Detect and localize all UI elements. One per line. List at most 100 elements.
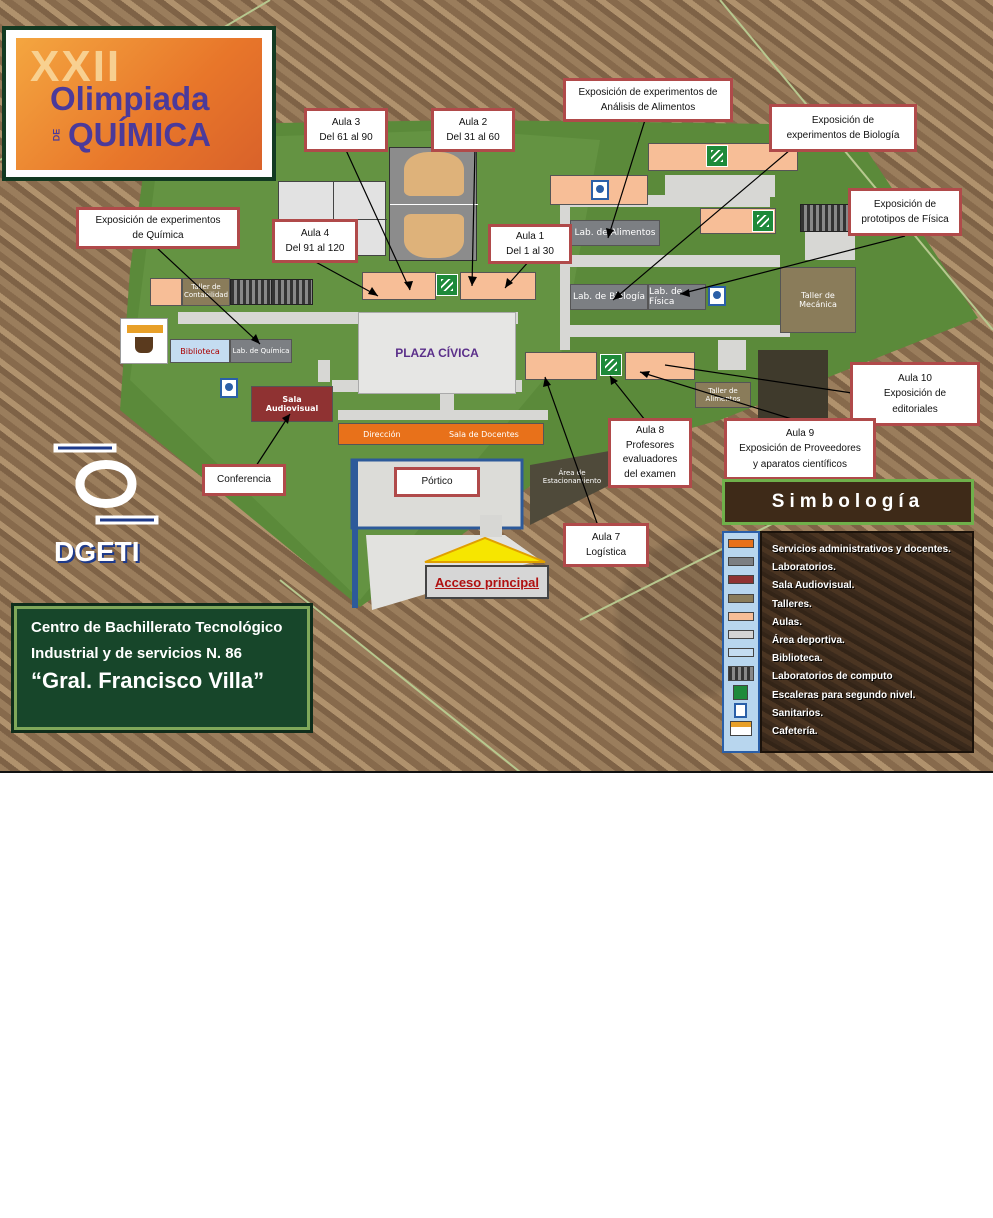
basketball-court bbox=[404, 214, 464, 258]
biblioteca-label: Biblioteca bbox=[180, 346, 220, 356]
callout-line: experimentos de Biología bbox=[786, 130, 900, 141]
dgeti-logo: DGETI bbox=[50, 436, 162, 567]
walkway bbox=[560, 180, 570, 350]
logo-roman-numeral: XXII bbox=[30, 42, 122, 91]
lab-quimica: Lab. de Química bbox=[230, 339, 292, 363]
callout-line: de Química bbox=[132, 230, 184, 241]
leader-line bbox=[612, 149, 791, 301]
callout-line: Exposición de Proveedores bbox=[739, 443, 861, 455]
legend-label-column: Servicios administrativos y docentes. Lab… bbox=[760, 531, 974, 753]
callout-line: Exposición de bbox=[883, 388, 947, 400]
biblioteca: Biblioteca bbox=[170, 339, 230, 363]
restroom-icon bbox=[734, 702, 747, 718]
coffee-cup bbox=[135, 337, 153, 353]
arrowhead bbox=[640, 371, 650, 378]
school-name-box: Centro de Bachillerato Tecnológico Indus… bbox=[11, 603, 313, 733]
computer-lab-icon bbox=[728, 666, 754, 682]
callout-line: Conferencia bbox=[217, 474, 271, 486]
callout-line: Aula 10 bbox=[898, 372, 932, 384]
arrowhead bbox=[505, 278, 513, 288]
lab-alimentos-label: Lab. de Alimentos bbox=[574, 228, 656, 238]
callout-line: Pórtico bbox=[421, 476, 453, 488]
callout-conferencia: Conferencia bbox=[202, 464, 286, 496]
legend-item-label: Biblioteca. bbox=[772, 653, 823, 665]
leader-line bbox=[607, 119, 646, 239]
direccion-label: Dirección bbox=[363, 429, 401, 439]
callout-line: Aula 8 bbox=[635, 425, 665, 436]
arrowhead bbox=[368, 287, 378, 296]
legend-title-box: Simbología bbox=[722, 479, 974, 525]
legend-swatch bbox=[728, 630, 754, 639]
computer-lab-icon bbox=[271, 279, 313, 305]
callout-aula-7: Aula 7 Logística bbox=[563, 523, 649, 567]
legend-item-label: Laboratorios de computo bbox=[772, 671, 893, 683]
callout-line: Aula 3 bbox=[331, 116, 361, 128]
callout-aula-9: Aula 9 Exposición de Proveedores y apara… bbox=[724, 418, 876, 480]
leader-line bbox=[255, 413, 291, 467]
callout-aula-10: Aula 10 Exposición de editoriales bbox=[850, 362, 980, 426]
lab-biologia-label: Lab. de Biología bbox=[573, 292, 645, 302]
stairs-icon bbox=[706, 145, 728, 167]
callout-line: Del 1 al 30 bbox=[506, 246, 554, 257]
plaza-civica-label: PLAZA CÍVICA bbox=[395, 346, 479, 360]
computer-lab-icon bbox=[230, 279, 272, 305]
aula-3-4-building bbox=[362, 272, 436, 300]
leader-line bbox=[664, 364, 853, 394]
callout-line: Aula 7 bbox=[591, 531, 621, 543]
arrowhead bbox=[613, 291, 623, 300]
callout-line: Exposición de bbox=[873, 198, 937, 210]
stairs-icon bbox=[600, 354, 622, 376]
cafe-icon bbox=[120, 318, 168, 364]
entrance-arrow bbox=[424, 536, 546, 563]
leader-line bbox=[609, 375, 646, 421]
sala-audiovisual: Sala Audiovisual bbox=[251, 386, 333, 422]
legend-item-label: Escaleras para segundo nivel. bbox=[772, 689, 916, 701]
stairs-icon bbox=[733, 684, 748, 700]
legend-swatch bbox=[728, 539, 754, 548]
arrowhead bbox=[468, 276, 477, 286]
callout-line: Del 91 al 120 bbox=[285, 243, 345, 254]
walkway bbox=[665, 175, 775, 197]
leader-line bbox=[544, 376, 598, 524]
legend-item-label: Cafetería. bbox=[772, 725, 818, 737]
legend-item-label: Sala Audiovisual. bbox=[772, 580, 855, 592]
callout-line: Profesores bbox=[625, 439, 675, 451]
callout-line: prototipos de Física bbox=[861, 214, 949, 225]
entrance-marker bbox=[424, 536, 546, 563]
aula-7-8-building bbox=[525, 352, 597, 380]
sala-audiovisual-label: Sala Audiovisual bbox=[265, 395, 319, 413]
stairs-icon bbox=[436, 274, 458, 296]
campus-map: PLAZA CÍVICA Taller de Contabilidad Bibl… bbox=[0, 0, 993, 772]
dgeti-label: DGETI bbox=[54, 536, 140, 567]
legend-item-label: Aulas. bbox=[772, 616, 803, 628]
dgeti-emblem-icon bbox=[53, 443, 159, 525]
taller-contabilidad: Taller de Contabilidad bbox=[182, 278, 230, 306]
walkway bbox=[560, 325, 790, 337]
legend-item-label: Sanitarios. bbox=[772, 707, 824, 719]
school-line-2: Industrial y de servicios N. 86 bbox=[31, 645, 242, 662]
walkway bbox=[338, 410, 548, 420]
legend-item-label: Servicios administrativos y docentes. bbox=[772, 544, 951, 555]
entrance-wall bbox=[352, 460, 358, 608]
callout-line: Exposición de bbox=[811, 114, 875, 126]
cafe-sign bbox=[127, 325, 163, 333]
court-divider bbox=[333, 219, 387, 220]
callout-line: Del 31 al 60 bbox=[446, 132, 500, 143]
arrowhead bbox=[543, 377, 551, 387]
leader-line bbox=[679, 235, 906, 295]
legend-swatch-column bbox=[722, 531, 760, 753]
acceso-principal-label: Acceso principal bbox=[434, 574, 540, 590]
walkway bbox=[718, 340, 746, 370]
basketball-court bbox=[404, 152, 464, 196]
legend-swatch bbox=[728, 611, 754, 621]
callout-line: editoriales bbox=[892, 403, 938, 415]
arrowhead bbox=[610, 376, 618, 385]
cafe-icon bbox=[730, 721, 752, 736]
logo-olimpiada: Olimpiada bbox=[50, 80, 210, 117]
sala-docentes-label: Sala de Docentes bbox=[448, 429, 519, 439]
lab-alimentos: Lab. de Alimentos bbox=[570, 220, 660, 246]
callout-line: Aula 2 bbox=[458, 116, 488, 128]
callout-aula-8: Aula 8 Profesores evaluadores del examen bbox=[608, 418, 692, 488]
legend-swatch bbox=[728, 593, 754, 603]
taller-mecanica-label: Taller de Mecánica bbox=[799, 291, 837, 309]
